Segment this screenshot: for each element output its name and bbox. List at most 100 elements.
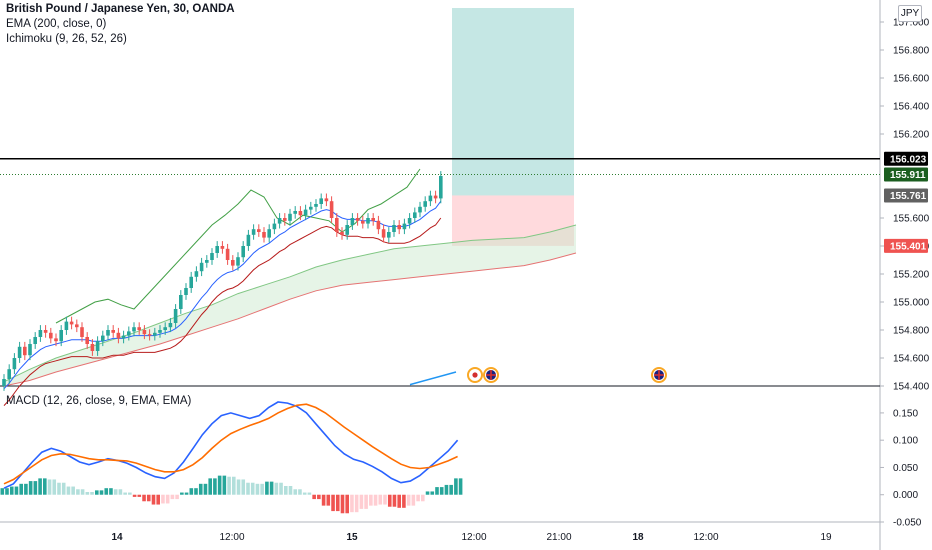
histogram-bar	[180, 492, 184, 495]
histogram-bar	[397, 494, 401, 508]
time-tick-label: 15	[346, 532, 358, 543]
loss-zone[interactable]	[452, 195, 574, 246]
uk-flag-icon[interactable]	[651, 367, 667, 383]
histogram-bar	[279, 482, 283, 495]
candle-body	[90, 344, 95, 351]
time-tick-label: 14	[111, 532, 123, 543]
time-tick-label: 21:00	[546, 532, 571, 543]
histogram-bar	[236, 479, 241, 495]
candle-body	[309, 206, 313, 210]
histogram-bar	[411, 494, 416, 506]
trend-line[interactable]	[409, 371, 457, 386]
candle-body	[381, 229, 386, 238]
histogram-bar	[317, 494, 321, 500]
histogram-bar	[326, 494, 331, 506]
candle-body	[101, 335, 105, 342]
histogram-bar	[170, 494, 175, 500]
candle-body	[371, 218, 375, 221]
histogram-bar	[175, 494, 179, 500]
candle-body	[43, 330, 48, 333]
histogram-bar	[378, 494, 383, 505]
histogram-bar	[165, 494, 170, 504]
candle-body	[314, 204, 318, 207]
candle-body	[246, 234, 251, 246]
price-badge-label: 155.401	[890, 241, 927, 252]
histogram-bar	[123, 492, 127, 495]
histogram-bar	[161, 494, 165, 504]
candle-body	[132, 327, 136, 332]
candle-body	[153, 332, 157, 336]
price-tick-label: 157.000	[893, 18, 930, 29]
profit-zone[interactable]	[452, 8, 574, 196]
histogram-bar	[454, 478, 458, 495]
histogram-bar	[66, 486, 71, 495]
flag-disc	[472, 372, 478, 378]
histogram-bar	[76, 489, 80, 495]
histogram-bar	[449, 484, 453, 495]
histogram-bar	[373, 494, 378, 506]
histogram-bar	[255, 483, 260, 495]
candle-body	[189, 276, 193, 288]
candle-body	[439, 176, 443, 199]
histogram-bar	[38, 478, 42, 495]
candle-body	[397, 225, 401, 230]
ichimoku-legend[interactable]: Ichimoku (9, 26, 52, 26)	[6, 33, 127, 45]
candle-body	[335, 218, 339, 232]
price-badges: 156.023 155.911 155.761 155.401	[884, 151, 928, 253]
candle-body	[329, 201, 334, 218]
histogram-bar	[217, 475, 222, 495]
histogram-bar	[307, 492, 312, 495]
price-badge	[884, 188, 928, 203]
macd-signal-line	[3, 403, 458, 485]
histogram-bar	[19, 483, 23, 495]
currency-button[interactable]: JPY	[898, 5, 922, 22]
histogram-bar	[435, 487, 439, 495]
candle-body	[95, 341, 100, 351]
candle-body	[69, 321, 74, 325]
price-badge	[884, 151, 928, 166]
histogram-bar	[402, 494, 406, 508]
histogram-bar	[246, 482, 250, 495]
histogram-bar	[439, 487, 444, 495]
histogram-bar	[260, 483, 264, 495]
candle-body	[116, 332, 121, 339]
price-badge	[884, 238, 928, 253]
symbol-title[interactable]: British Pound / Japanese Yen, 30, OANDA	[6, 3, 235, 15]
histogram-bar	[198, 483, 203, 495]
price-tick-label: 156.400	[893, 102, 930, 113]
time-axis-labels[interactable]: 14 12:00 15 12:00 21:00 18 12:00 19	[111, 532, 832, 543]
candle-body	[376, 220, 381, 230]
histogram-bar	[354, 494, 359, 513]
candle-body	[111, 330, 115, 333]
histogram-bar	[288, 486, 293, 495]
candle-body	[75, 324, 79, 328]
candle-body	[257, 229, 261, 232]
candle-body	[168, 323, 173, 328]
candle-body	[392, 225, 396, 232]
ema-legend[interactable]: EMA (200, close, 0)	[6, 18, 107, 30]
event-markers[interactable]	[467, 367, 667, 383]
price-axis-labels[interactable]: 157.000 156.800 156.600 156.400 156.200 155.6…	[880, 18, 930, 393]
candle-body	[366, 218, 370, 224]
histogram-bar	[156, 494, 160, 505]
price-tick-label: 156.800	[893, 46, 930, 57]
macd-tick-label: 0.150	[893, 408, 918, 419]
histogram-bar	[444, 484, 449, 495]
uk-flag-icon[interactable]	[483, 367, 499, 383]
time-tick-label: 19	[820, 532, 832, 543]
japan-flag-icon[interactable]	[467, 367, 483, 383]
price-tick-label: 155.200	[893, 270, 930, 281]
histogram-bar	[241, 479, 246, 495]
macd-legend[interactable]: MACD (12, 26, close, 9, EMA, EMA)	[6, 395, 192, 407]
position-tool[interactable]	[452, 8, 574, 246]
histogram-bar	[340, 494, 345, 514]
candle-body	[267, 229, 271, 238]
time-tick-label: 12:00	[219, 532, 244, 543]
candle-body	[173, 309, 178, 323]
candle-body	[293, 211, 297, 214]
candle-body	[340, 232, 344, 235]
candle-body	[361, 220, 365, 224]
candle-body	[407, 218, 412, 224]
candle-body	[80, 327, 84, 337]
